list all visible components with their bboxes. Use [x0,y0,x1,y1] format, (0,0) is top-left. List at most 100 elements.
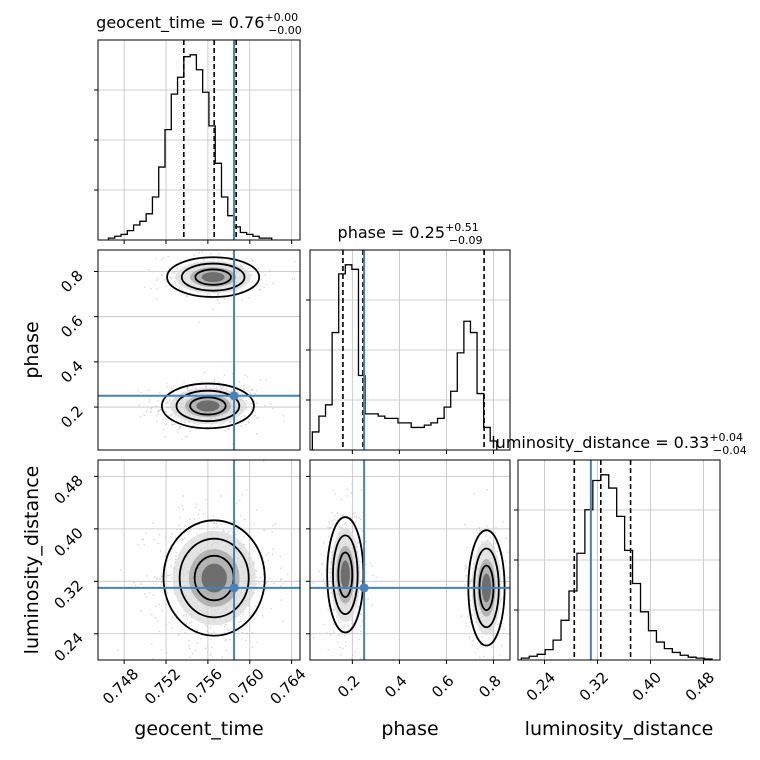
x-tick-label: 0.748 [99,665,142,708]
sample-point [469,621,471,624]
sample-point [171,626,173,629]
sample-point [344,625,346,628]
sample-point [166,382,168,384]
sample-point [355,516,358,518]
x-tick-label: 0.2 [334,672,364,702]
sample-point [503,628,505,631]
sample-point [328,535,330,538]
sample-point [215,386,218,388]
sample-point [279,555,282,558]
panel-hist-geocent_time: geocent_time = 0.76+0.00 −0.00 [94,11,302,244]
sample-point [351,531,354,533]
sample-point [479,656,481,659]
sample-point [286,573,289,576]
sample-point [338,523,340,526]
sample-point [320,553,323,555]
sample-point [270,607,272,610]
sample-point [341,527,343,529]
sample-point [190,621,193,623]
sample-point [354,651,357,653]
sample-point [159,392,161,394]
sample-point [463,570,466,572]
sample-point [147,268,150,271]
sample-point [351,654,354,657]
sample-point [499,654,501,656]
sample-point [224,430,226,432]
sample-point [182,538,184,541]
sample-point [255,417,258,419]
sample-point [239,264,242,266]
panel-scatter-geocent_time-phase: 0.2 0.4 0.6 0.8 phase [21,249,301,451]
sample-point [205,647,207,650]
sample-point [210,638,212,641]
sample-point [254,392,256,395]
sample-point [172,284,175,286]
sample-point [150,287,152,290]
sample-point [358,638,360,641]
sample-point [238,499,241,502]
sample-point [206,630,208,632]
sample-point [332,629,335,632]
sample-point [223,632,225,634]
sample-point [255,570,257,572]
sample-point [201,251,204,254]
sample-point [197,513,200,515]
sample-point [466,546,468,549]
sample-point [220,385,222,387]
sample-point [247,389,250,392]
sample-point [331,524,333,526]
sample-point [218,381,220,383]
sample-point [188,644,190,647]
sample-point [260,576,262,579]
density-contour [189,396,227,416]
sample-point [354,512,357,514]
sample-point [134,584,137,587]
density-contour [162,519,266,637]
sample-point [170,276,172,279]
y-tick-label: 0.8 [57,267,87,297]
density-fill [201,563,227,593]
sample-point [165,536,167,538]
sample-point [371,603,374,606]
sample-point [321,563,323,565]
y-tick-label: 0.6 [57,312,87,342]
sample-point [358,517,360,519]
truth-point [229,583,239,593]
sample-point [501,625,503,628]
sample-point [331,511,333,514]
sample-point [359,625,362,627]
sample-point [220,495,222,497]
sample-point [261,567,264,569]
sample-point [179,540,181,542]
sample-point [198,517,201,520]
sample-point [211,646,214,649]
sample-point [185,622,188,625]
sample-point [186,386,189,389]
sample-point [223,298,226,300]
sample-point [329,571,331,574]
sample-point [205,498,207,501]
sample-point [471,640,474,642]
sample-point [180,419,182,422]
sample-point [155,605,157,608]
sample-point [352,512,355,514]
sample-point [170,550,172,553]
x-tick-label: 0.6 [428,672,458,702]
sample-point [324,569,327,572]
sample-point [475,529,478,532]
sample-point [344,623,347,626]
sample-point [481,541,483,543]
sample-point [175,547,177,549]
sample-point [225,649,227,652]
sample-point [250,274,253,276]
sample-point [157,277,159,280]
sample-point [245,639,247,642]
density-fill [196,400,220,412]
sample-point [359,518,362,521]
sample-point [220,523,223,526]
sample-point [274,523,277,525]
sample-point [170,565,172,567]
sample-point [356,605,359,608]
sample-point [258,582,260,585]
sample-point [223,374,226,377]
